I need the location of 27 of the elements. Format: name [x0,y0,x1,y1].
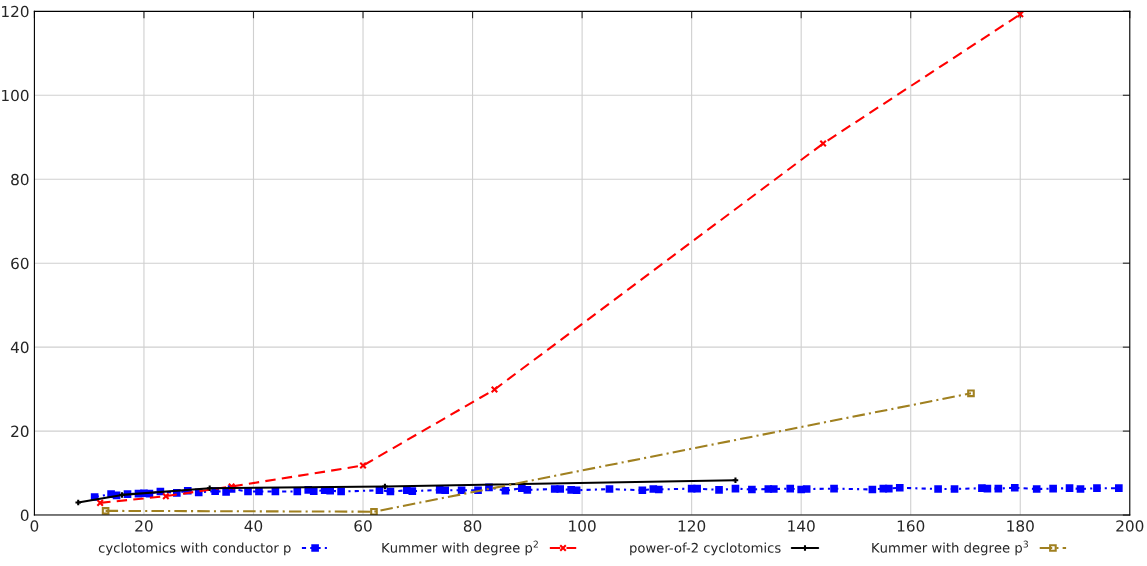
y-tick-label: 60 [11,257,29,270]
y-tick-label: 0 [20,509,29,522]
x-tick-label: 80 [463,520,482,532]
point [101,507,110,515]
point [381,482,389,491]
x-tick-label: 60 [354,520,372,532]
point [967,389,975,398]
x-tick-label: 140 [788,520,815,532]
y-tick-label: 80 [11,173,29,186]
y-tick-label: 100 [2,89,29,102]
legend-label: power-of-2 cyclotomics [630,542,781,556]
x-tick-label: 160 [897,520,925,532]
x-tick-label: 120 [678,520,706,532]
x-tick-label: 100 [569,520,596,532]
point [819,139,827,148]
legend-label: cyclotomics with conductor p [98,542,291,556]
y-tick-label: 40 [10,341,29,354]
x-tick-label: 0 [30,520,39,532]
y-tick-label: 120 [2,5,29,18]
x-tick-label: 20 [135,520,153,532]
legend-label: Kummer with degree p$^{2}$ [382,540,538,556]
y-tick-label: 20 [11,425,29,438]
legend-label: Kummer with degree p$^{3}$ [872,540,1028,556]
x-tick-label: 180 [1007,520,1034,532]
x-tick-label: 200 [1116,520,1144,532]
point [370,507,378,516]
x-tick-label: 40 [244,520,263,532]
